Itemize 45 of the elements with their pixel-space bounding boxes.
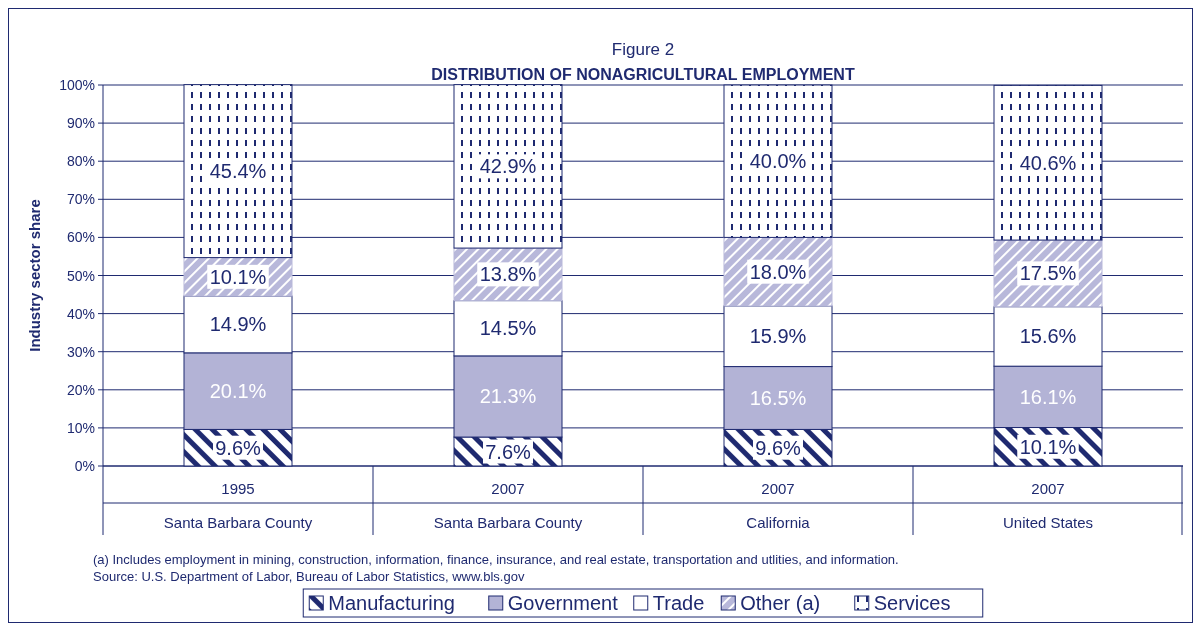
y-tick-label: 20% bbox=[66, 381, 95, 398]
legend-label: Manufacturing bbox=[328, 592, 455, 614]
x-tick-label: 2007 California bbox=[746, 480, 811, 531]
data-label: 16.1% bbox=[1019, 385, 1077, 408]
data-label: 40.0% bbox=[749, 150, 807, 173]
data-label: 40.6% bbox=[1019, 151, 1077, 174]
data-label: 9.6% bbox=[215, 436, 262, 459]
y-tick-label: 80% bbox=[66, 153, 95, 170]
x-tick-label: 2007 United States bbox=[1002, 480, 1094, 531]
y-tick-label: 0% bbox=[74, 458, 95, 474]
data-label: 9.6% bbox=[755, 436, 802, 459]
data-label: 15.6% bbox=[1019, 325, 1077, 348]
chart-subtitle: DISTRIBUTION OF NONAGRICULTURAL EMPLOYMENT bbox=[431, 66, 855, 83]
y-tick-label: 30% bbox=[66, 343, 95, 360]
y-tick-label: 100% bbox=[59, 77, 95, 93]
data-label: 13.8% bbox=[479, 263, 537, 286]
y-tick-label: 90% bbox=[66, 115, 95, 132]
data-label: 45.4% bbox=[209, 160, 267, 183]
data-label: 21.3% bbox=[479, 385, 537, 408]
data-label: 17.5% bbox=[1019, 262, 1077, 285]
x-tick-label: 1995 Santa Barbara County bbox=[163, 480, 313, 531]
data-label: 20.1% bbox=[209, 380, 267, 403]
data-label: 7.6% bbox=[485, 440, 532, 463]
source-note: Source: U.S. Department of Labor, Bureau of Labor Statistics, www.bls.gov bbox=[93, 569, 525, 584]
data-label: 16.5% bbox=[749, 386, 807, 409]
y-tick-label: 10% bbox=[66, 419, 95, 436]
y-tick-label: 40% bbox=[66, 305, 95, 322]
y-axis-title: Industry sector share bbox=[26, 199, 43, 352]
y-tick-label: 60% bbox=[66, 229, 95, 246]
legend-label: Services bbox=[873, 592, 951, 614]
data-label: 15.9% bbox=[749, 325, 807, 348]
y-tick-label: 70% bbox=[66, 191, 95, 208]
legend-label: Other (a) bbox=[740, 592, 821, 614]
legend-label: Government bbox=[507, 592, 619, 614]
x-tick-label: 2007 Santa Barbara County bbox=[433, 480, 583, 531]
chart-title: Figure 2 bbox=[611, 40, 675, 59]
data-label: 42.9% bbox=[479, 155, 537, 178]
data-label: 18.0% bbox=[749, 260, 807, 283]
data-label: 10.1% bbox=[209, 265, 267, 288]
legend-label: Trade bbox=[652, 592, 705, 614]
y-tick-label: 50% bbox=[66, 267, 95, 284]
data-label: 10.1% bbox=[1019, 435, 1077, 458]
data-label: 14.5% bbox=[479, 317, 537, 340]
text: (a) Includes employment in mining, construction, information, finance, insurance, and real estate, transportation and utlities, and information. bbox=[93, 552, 899, 567]
data-label: 14.9% bbox=[209, 313, 267, 336]
